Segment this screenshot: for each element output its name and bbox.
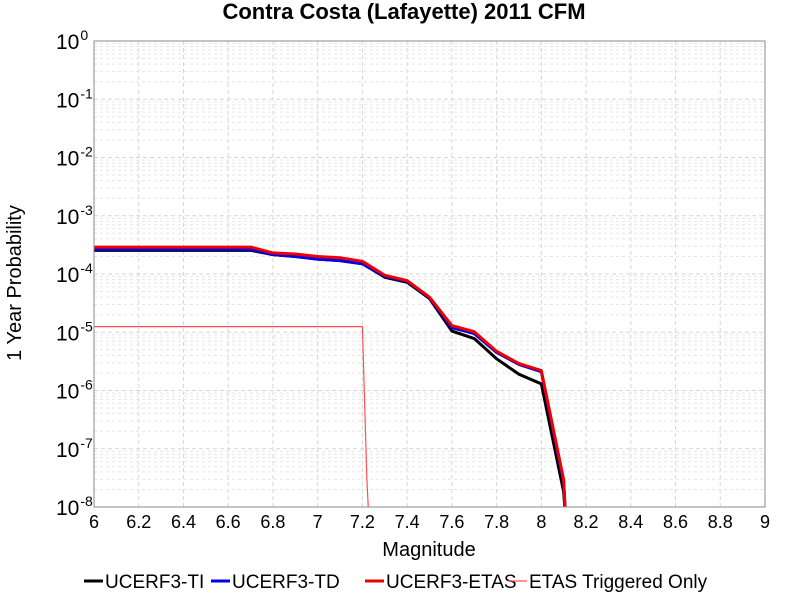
- legend-label: UCERF3-TI: [105, 572, 204, 593]
- x-tick-label: 7: [313, 512, 323, 532]
- x-tick-label: 8.4: [618, 512, 643, 532]
- y-tick-label: 10-7: [56, 435, 93, 462]
- y-tick-label: 100: [56, 27, 88, 54]
- y-tick-label: 10-1: [56, 85, 93, 112]
- y-tick-label: 10-4: [56, 260, 93, 287]
- x-ticks: 6 6.2 6.4 6.6 6.8 7 7.2 7.4 7.6 7.8 8 8.2 8.4 8.6 8.8 9: [89, 512, 770, 532]
- y-tick-label: 10-3: [56, 202, 93, 229]
- series-line-ucerf3-etas: [94, 245, 567, 507]
- x-tick-label: 7.6: [439, 512, 464, 532]
- legend-label: ETAS Triggered Only: [529, 572, 708, 593]
- x-tick-label: 6.4: [171, 512, 196, 532]
- x-tick-label: 7.4: [395, 512, 420, 532]
- y-axis-label: 1 Year Probability: [4, 205, 26, 361]
- x-tick-label: 9: [760, 512, 770, 532]
- y-tick-label: 10-8: [56, 493, 93, 520]
- x-tick-label: 7.8: [484, 512, 509, 532]
- x-tick-label: 6.2: [126, 512, 151, 532]
- plot-area: [94, 245, 567, 507]
- y-tick-label: 10-6: [56, 377, 93, 404]
- x-tick-label: 8: [536, 512, 546, 532]
- y-tick-label: 10-5: [56, 318, 93, 345]
- series-layer: [94, 245, 567, 507]
- x-tick-label: 8.8: [708, 512, 733, 532]
- x-axis-label: Magnitude: [382, 539, 475, 561]
- y-tick-label: 10-2: [56, 144, 93, 171]
- legend: UCERF3-TI UCERF3-TD UCERF3-ETAS ETAS Trigge…: [84, 572, 708, 593]
- plot-frame: [93, 40, 766, 508]
- series-line-etas-triggered-only: [94, 326, 369, 507]
- grid: [93, 41, 766, 508]
- x-tick-label: 6.6: [216, 512, 241, 532]
- legend-label: UCERF3-ETAS: [386, 572, 517, 593]
- x-tick-label: 7.2: [350, 512, 375, 532]
- x-tick-label: 6: [89, 512, 99, 532]
- x-tick-label: 8.6: [663, 512, 688, 532]
- x-tick-label: 8.2: [574, 512, 599, 532]
- x-tick-label: 6.8: [260, 512, 285, 532]
- legend-label: UCERF3-TD: [232, 572, 340, 593]
- chart-title: Contra Costa (Lafayette) 2011 CFM: [222, 0, 585, 24]
- y-ticks: 100 10-1 10-2 10-3 10-4 10-5 10-6 10-7 10-8: [56, 27, 93, 520]
- series-line-ucerf3-td: [94, 247, 567, 507]
